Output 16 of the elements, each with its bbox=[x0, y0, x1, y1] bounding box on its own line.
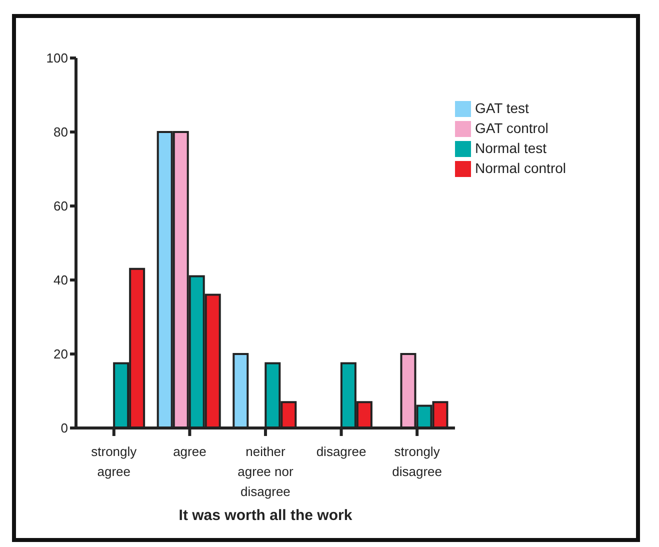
y-tick-label: 80 bbox=[54, 124, 68, 140]
y-tick-label: 0 bbox=[60, 420, 68, 436]
legend-label: GAT test bbox=[474, 100, 529, 116]
y-tick-label: 40 bbox=[54, 272, 68, 288]
y-tick-label: 20 bbox=[54, 346, 68, 362]
x-tick-label: strongly disagree bbox=[392, 444, 442, 479]
x-axis-title: It was worth all the work bbox=[178, 507, 353, 524]
legend-label: Normal control bbox=[474, 160, 566, 176]
legend-label: GAT control bbox=[474, 120, 548, 136]
x-tick-label: disagree bbox=[316, 444, 366, 459]
x-tick-label: neither agree nor disagree bbox=[238, 444, 294, 499]
y-tick-label: 60 bbox=[54, 198, 68, 214]
y-tick-label: 100 bbox=[46, 50, 68, 66]
x-tick-label: strongly agree bbox=[91, 444, 138, 479]
x-tick-label: agree bbox=[173, 444, 206, 459]
legend-label: Normal test bbox=[474, 140, 547, 156]
